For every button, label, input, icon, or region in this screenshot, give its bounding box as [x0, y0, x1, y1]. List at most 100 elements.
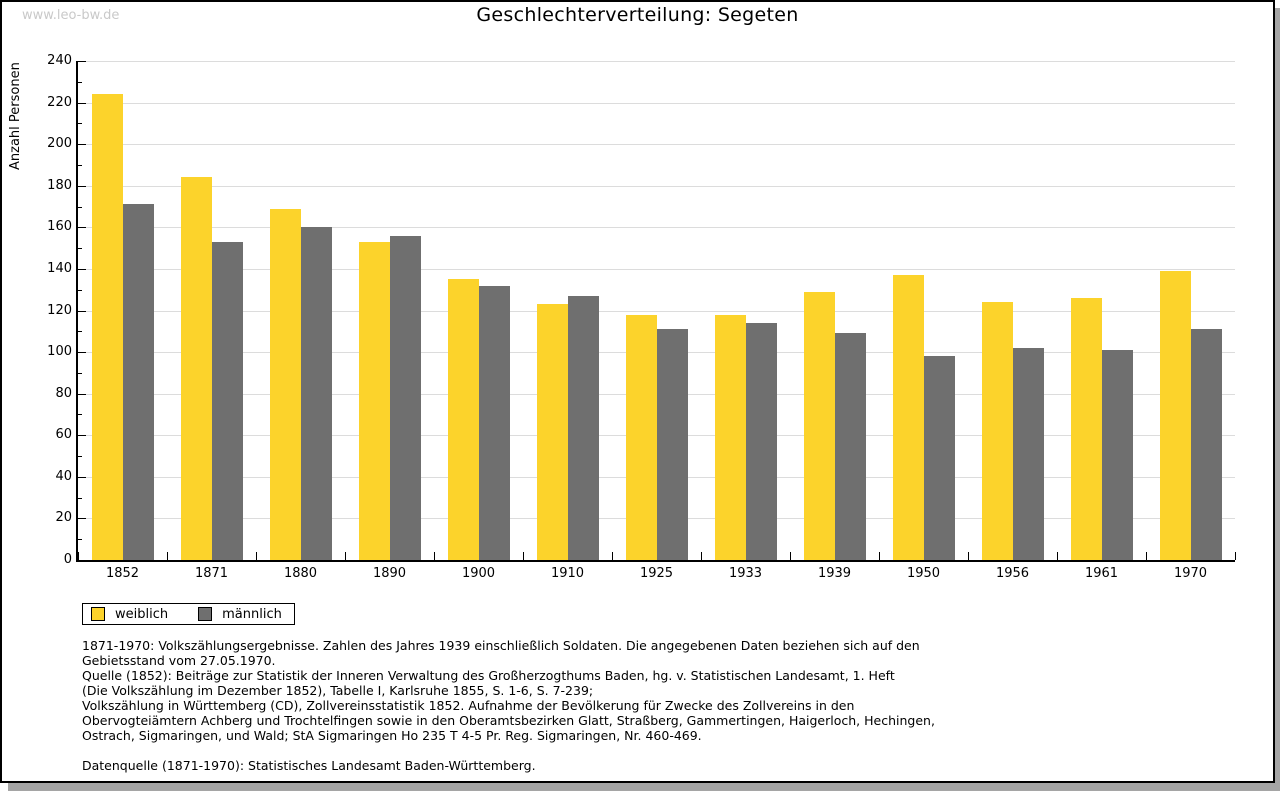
gridline-220 — [78, 102, 1235, 104]
y-tick-label-40: 40 — [55, 468, 72, 484]
bar-weiblich-1933 — [714, 314, 746, 560]
maennlich-swatch — [198, 607, 213, 621]
bar-weiblich-1956 — [981, 302, 1013, 560]
x-boundary-tick-6 — [612, 552, 613, 560]
y-tick-190 — [78, 164, 82, 166]
y-tick-label-160: 160 — [47, 219, 72, 235]
x-tick-label-1852: 1852 — [105, 566, 140, 581]
bar-weiblich-1910 — [536, 304, 568, 560]
x-boundary-tick-1 — [167, 552, 168, 560]
y-tick-90 — [78, 372, 82, 374]
y-tick-230 — [78, 81, 82, 83]
y-tick-20 — [78, 518, 86, 520]
x-axis-line — [76, 560, 1235, 562]
x-tick-label-1956: 1956 — [995, 566, 1030, 581]
bar-weiblich-1890 — [358, 241, 390, 560]
y-tick-80 — [78, 393, 86, 395]
bar-weiblich-1880 — [269, 208, 301, 560]
y-tick-180 — [78, 185, 86, 187]
y-tick-40 — [78, 476, 86, 478]
bar-weiblich-1925 — [625, 314, 657, 560]
bar-männlich-1890 — [389, 235, 421, 560]
y-tick-label-240: 240 — [47, 53, 72, 68]
y-tick-130 — [78, 289, 82, 291]
bar-männlich-1956 — [1012, 347, 1044, 560]
y-tick-label-60: 60 — [55, 427, 72, 443]
plot-area: 1852 1871 1880 1890 1900 1910 1925 1933 1939 1950… — [47, 53, 1236, 581]
x-boundary-tick-8 — [790, 552, 791, 560]
gridline-200 — [78, 144, 1235, 146]
bar-weiblich-1970 — [1159, 271, 1191, 560]
bar-weiblich-1939 — [803, 291, 835, 560]
x-boundary-tick-9 — [879, 552, 880, 560]
y-tick-label-180: 180 — [47, 177, 72, 193]
y-tick-170 — [78, 206, 82, 208]
y-axis-line — [76, 61, 78, 562]
bar-weiblich-1950 — [892, 275, 924, 560]
x-tick-label-1900: 1900 — [461, 566, 496, 581]
x-tick-label-1970: 1970 — [1173, 566, 1208, 581]
y-tick-label-120: 120 — [47, 302, 72, 318]
y-tick-label-100: 100 — [47, 344, 72, 360]
bar-männlich-1950 — [923, 356, 955, 560]
x-boundary-tick-10 — [968, 552, 969, 560]
x-boundary-tick-4 — [434, 552, 435, 560]
y-tick-10 — [78, 539, 82, 541]
bar-weiblich-1900 — [447, 279, 479, 560]
x-tick-label-1890: 1890 — [372, 566, 407, 581]
x-boundary-tick-2 — [256, 552, 257, 560]
x-tick-label-1871: 1871 — [194, 566, 229, 581]
x-boundary-tick-13 — [1235, 552, 1236, 560]
gridline-160 — [78, 227, 1235, 229]
chart-title: Geschlechterverteilung: Segeten — [476, 4, 799, 26]
y-tick-60 — [78, 435, 86, 437]
watermark: www.leo-bw.de — [22, 8, 120, 23]
y-tick-label-20: 20 — [55, 510, 72, 526]
y-tick-150 — [78, 248, 82, 250]
y-tick-30 — [78, 497, 82, 499]
y-tick-110 — [78, 331, 82, 333]
y-tick-label-220: 220 — [47, 94, 72, 110]
bar-männlich-1910 — [567, 295, 599, 560]
x-tick-label-1880: 1880 — [283, 566, 318, 581]
y-tick-240 — [78, 61, 86, 62]
y-tick-220 — [78, 102, 86, 104]
x-tick-label-1925: 1925 — [639, 566, 674, 581]
bar-männlich-1939 — [834, 333, 866, 560]
gridline-180 — [78, 185, 1235, 187]
y-tick-210 — [78, 123, 82, 125]
x-tick-label-1939: 1939 — [817, 566, 852, 581]
bar-weiblich-1852 — [91, 94, 123, 560]
gridline-240 — [78, 61, 1235, 62]
x-boundary-tick-12 — [1146, 552, 1147, 560]
y-tick-0 — [78, 560, 86, 561]
x-boundary-tick-5 — [523, 552, 524, 560]
legend-label-weiblich: weiblich — [115, 606, 169, 622]
bar-männlich-1933 — [745, 322, 777, 560]
bar-weiblich-1871 — [180, 177, 212, 560]
bar-weiblich-1961 — [1070, 298, 1102, 560]
legend-item-maennlich: männlich — [198, 607, 282, 622]
y-tick-70 — [78, 414, 82, 416]
bar-männlich-1970 — [1190, 329, 1222, 560]
y-tick-140 — [78, 268, 86, 270]
x-tick-label-1933: 1933 — [728, 566, 763, 581]
legend-item-weiblich: weiblich — [91, 607, 168, 622]
bar-männlich-1871 — [211, 241, 243, 560]
y-tick-label-0: 0 — [63, 552, 72, 567]
y-tick-label-140: 140 — [47, 260, 72, 276]
bar-männlich-1880 — [300, 227, 332, 560]
gridline-120 — [78, 310, 1235, 312]
source-notes: 1871-1970: Volkszählungsergebnisse. Zahl… — [82, 638, 935, 773]
y-tick-50 — [78, 456, 82, 458]
x-boundary-tick-0 — [78, 552, 79, 560]
y-tick-label-200: 200 — [47, 136, 72, 152]
bar-männlich-1852 — [122, 204, 154, 560]
bar-männlich-1900 — [478, 285, 510, 560]
bar-männlich-1925 — [656, 329, 688, 560]
legend: weiblich männlich — [82, 603, 295, 625]
y-tick-100 — [78, 352, 86, 354]
x-tick-label-1910: 1910 — [550, 566, 585, 581]
y-axis-label: Anzahl Personen — [8, 62, 23, 170]
